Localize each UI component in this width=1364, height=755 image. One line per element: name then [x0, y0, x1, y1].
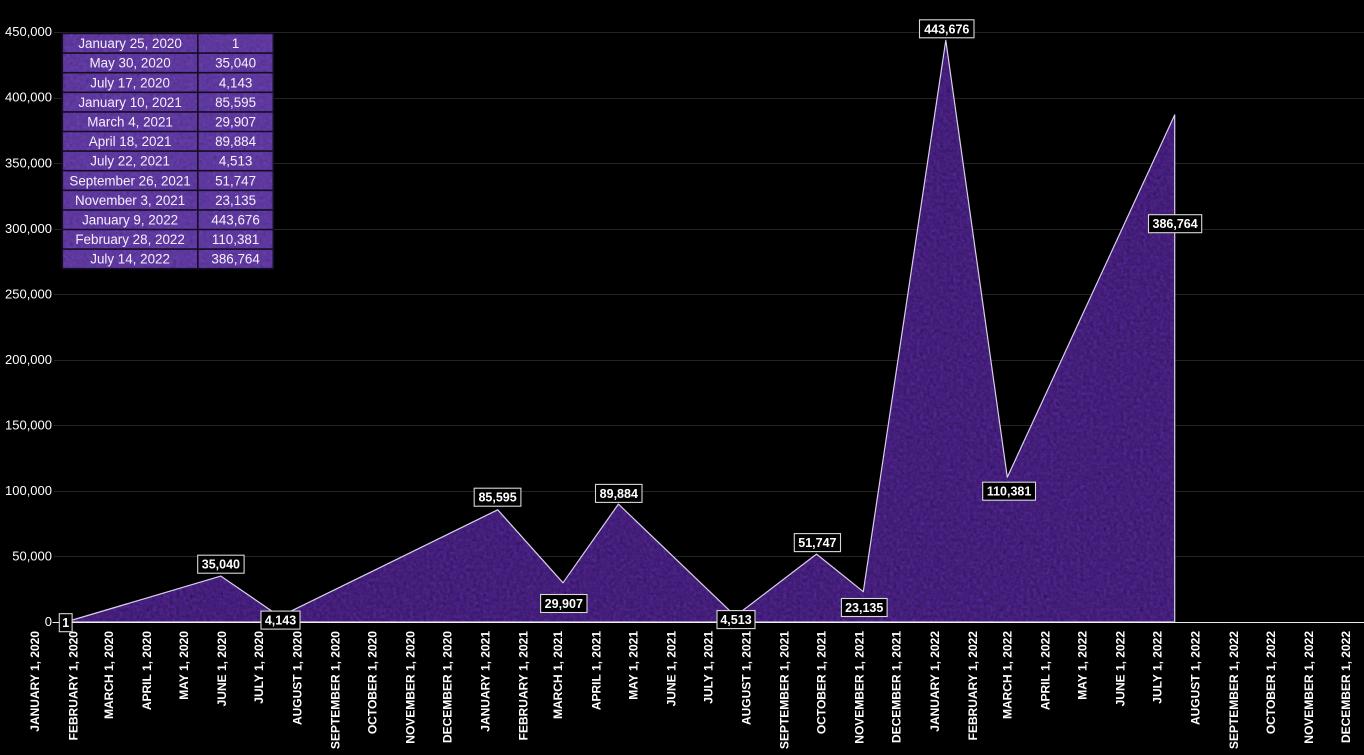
svg-text:85,595: 85,595	[478, 491, 516, 505]
svg-text:300,000: 300,000	[5, 221, 52, 236]
svg-text:23,135: 23,135	[845, 601, 883, 615]
svg-text:200,000: 200,000	[5, 352, 52, 367]
svg-text:386,764: 386,764	[1153, 217, 1198, 231]
svg-text:July 14, 2022: July 14, 2022	[90, 252, 170, 267]
svg-text:0: 0	[45, 614, 52, 629]
svg-text:MARCH 1, 2022: MARCH 1, 2022	[1000, 631, 1014, 719]
svg-text:350,000: 350,000	[5, 155, 52, 170]
svg-text:FEBRUARY 1, 2020: FEBRUARY 1, 2020	[66, 631, 80, 741]
svg-text:OCTOBER 1, 2020: OCTOBER 1, 2020	[365, 631, 379, 734]
svg-text:4,143: 4,143	[219, 75, 253, 90]
svg-text:AUGUST 1, 2021: AUGUST 1, 2021	[740, 631, 754, 725]
svg-text:November 3, 2021: November 3, 2021	[75, 193, 185, 208]
svg-text:JANUARY 1, 2020: JANUARY 1, 2020	[28, 631, 42, 732]
svg-text:29,907: 29,907	[215, 115, 256, 130]
svg-text:March 4, 2021: March 4, 2021	[87, 115, 173, 130]
svg-text:OCTOBER 1, 2022: OCTOBER 1, 2022	[1264, 631, 1278, 734]
svg-text:May 30, 2020: May 30, 2020	[90, 56, 171, 71]
svg-text:OCTOBER 1, 2021: OCTOBER 1, 2021	[815, 631, 829, 734]
svg-text:JUNE 1, 2020: JUNE 1, 2020	[215, 631, 229, 707]
svg-text:51,747: 51,747	[215, 173, 256, 188]
svg-text:NOVEMBER 1, 2021: NOVEMBER 1, 2021	[853, 631, 867, 744]
svg-text:89,884: 89,884	[215, 134, 257, 149]
svg-text:FEBRUARY 1, 2022: FEBRUARY 1, 2022	[966, 631, 980, 741]
svg-text:1: 1	[62, 616, 69, 630]
svg-text:4,143: 4,143	[265, 614, 296, 628]
svg-text:JULY 1, 2021: JULY 1, 2021	[701, 631, 715, 704]
svg-text:85,595: 85,595	[215, 95, 256, 110]
svg-text:APRIL 1, 2022: APRIL 1, 2022	[1039, 631, 1053, 710]
svg-text:JUNE 1, 2021: JUNE 1, 2021	[664, 631, 678, 707]
svg-text:400,000: 400,000	[5, 90, 52, 105]
svg-text:September 26, 2021: September 26, 2021	[69, 173, 190, 188]
svg-text:SEPTEMBER 1, 2021: SEPTEMBER 1, 2021	[778, 631, 792, 749]
svg-text:35,040: 35,040	[202, 558, 240, 572]
svg-text:51,747: 51,747	[798, 536, 836, 550]
svg-text:January 9, 2022: January 9, 2022	[82, 213, 178, 228]
svg-text:4,513: 4,513	[219, 154, 253, 169]
svg-text:100,000: 100,000	[5, 483, 52, 498]
svg-text:SEPTEMBER 1, 2022: SEPTEMBER 1, 2022	[1227, 631, 1241, 749]
svg-text:110,381: 110,381	[987, 485, 1032, 499]
svg-text:MARCH 1, 2021: MARCH 1, 2021	[551, 631, 565, 719]
svg-text:DECEMBER 1, 2021: DECEMBER 1, 2021	[890, 631, 904, 743]
svg-text:January 25, 2020: January 25, 2020	[78, 36, 181, 51]
svg-text:July 22, 2021: July 22, 2021	[90, 154, 170, 169]
svg-text:50,000: 50,000	[12, 549, 52, 564]
svg-text:443,676: 443,676	[211, 213, 259, 228]
svg-text:JULY 1, 2020: JULY 1, 2020	[252, 631, 266, 704]
svg-text:NOVEMBER 1, 2020: NOVEMBER 1, 2020	[404, 631, 418, 744]
svg-text:DECEMBER 1, 2020: DECEMBER 1, 2020	[440, 631, 454, 743]
svg-text:February 28, 2022: February 28, 2022	[75, 232, 184, 247]
svg-text:110,381: 110,381	[212, 232, 259, 247]
svg-text:JULY 1, 2022: JULY 1, 2022	[1151, 631, 1165, 704]
svg-text:MARCH 1, 2020: MARCH 1, 2020	[102, 631, 116, 719]
svg-text:APRIL 1, 2020: APRIL 1, 2020	[140, 631, 154, 710]
svg-text:FEBRUARY 1, 2021: FEBRUARY 1, 2021	[517, 631, 531, 741]
svg-text:443,676: 443,676	[924, 22, 969, 36]
svg-text:MAY 1, 2021: MAY 1, 2021	[626, 631, 640, 700]
svg-text:AUGUST 1, 2020: AUGUST 1, 2020	[290, 631, 304, 725]
svg-text:MAY 1, 2020: MAY 1, 2020	[177, 631, 191, 700]
svg-text:150,000: 150,000	[5, 418, 52, 433]
svg-text:1: 1	[232, 36, 239, 51]
svg-text:July 17, 2020: July 17, 2020	[90, 75, 170, 90]
svg-text:386,764: 386,764	[211, 252, 260, 267]
svg-text:JUNE 1, 2022: JUNE 1, 2022	[1114, 631, 1128, 707]
svg-text:89,884: 89,884	[600, 487, 638, 501]
svg-text:APRIL 1, 2021: APRIL 1, 2021	[589, 631, 603, 710]
svg-text:SEPTEMBER 1, 2020: SEPTEMBER 1, 2020	[328, 631, 342, 749]
svg-text:4,513: 4,513	[720, 613, 751, 627]
svg-text:January 10, 2021: January 10, 2021	[78, 95, 181, 110]
svg-text:April 18, 2021: April 18, 2021	[89, 134, 172, 149]
svg-text:JANUARY 1, 2021: JANUARY 1, 2021	[479, 631, 493, 732]
svg-text:450,000: 450,000	[5, 24, 52, 39]
svg-text:NOVEMBER 1, 2022: NOVEMBER 1, 2022	[1302, 631, 1316, 744]
svg-text:DECEMBER 1, 2022: DECEMBER 1, 2022	[1339, 631, 1353, 743]
svg-text:JANUARY 1, 2022: JANUARY 1, 2022	[928, 631, 942, 732]
svg-text:35,040: 35,040	[215, 56, 256, 71]
svg-text:23,135: 23,135	[215, 193, 256, 208]
svg-text:250,000: 250,000	[5, 286, 52, 301]
svg-text:29,907: 29,907	[545, 597, 583, 611]
svg-text:MAY 1, 2022: MAY 1, 2022	[1076, 631, 1090, 700]
svg-text:AUGUST 1, 2022: AUGUST 1, 2022	[1189, 631, 1203, 725]
